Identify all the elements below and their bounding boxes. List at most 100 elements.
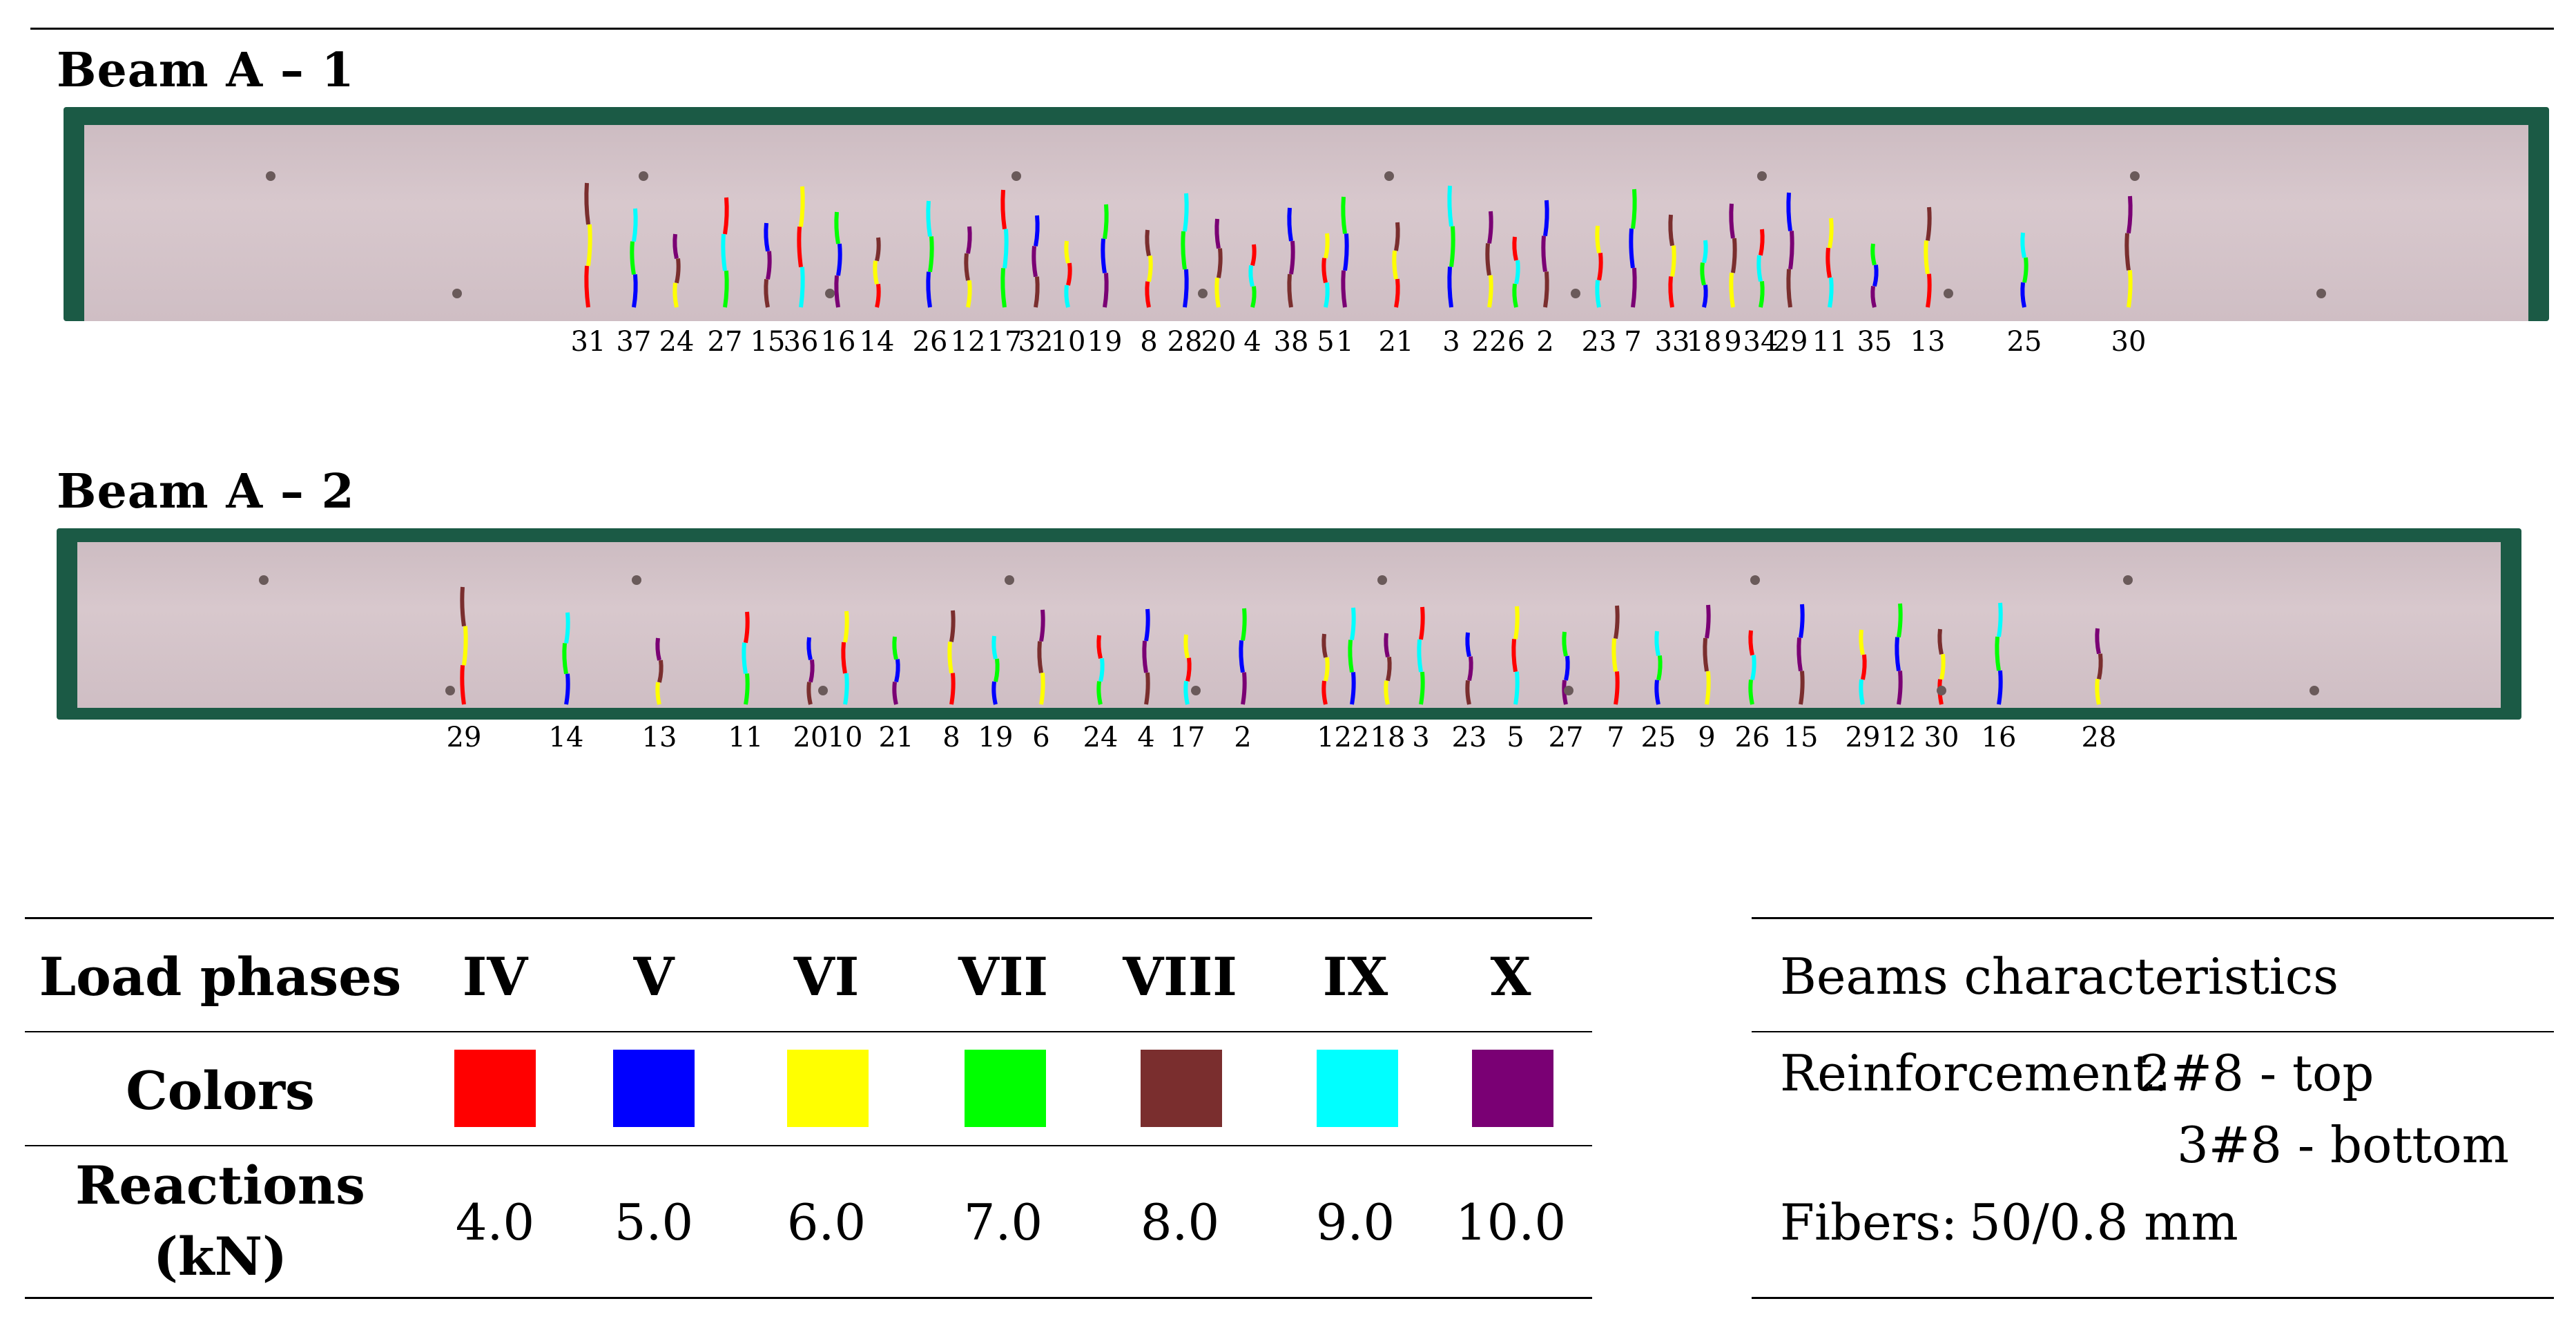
crack-number: 27 (1548, 722, 1584, 753)
anchor-dot (1750, 575, 1760, 585)
crack-segment (632, 274, 638, 308)
crack-segment (1101, 238, 1107, 273)
crack-segment (2020, 282, 2026, 308)
anchor-dot (1937, 686, 1946, 695)
crack-segment (1788, 231, 1794, 270)
crack-segment (836, 243, 842, 276)
crack-segment (1511, 639, 1518, 673)
crack-segment (1289, 240, 1295, 275)
crack-segment (1287, 273, 1293, 308)
crack-segment (1064, 285, 1070, 308)
anchor-dot (1564, 686, 1573, 695)
anchor-dot (2309, 686, 2319, 695)
crack-segment (806, 682, 813, 705)
anchor-dot (1384, 171, 1394, 181)
crack-segment (1485, 243, 1491, 276)
crack-segment (1668, 214, 1674, 247)
crack-number: 18 (1686, 326, 1722, 358)
crack-segment (744, 673, 750, 705)
legend-mid-rule-1 (25, 1031, 1592, 1032)
crack-segment (1034, 215, 1040, 247)
crack-segment (562, 643, 568, 675)
crack-segment (1394, 278, 1400, 308)
colors-label: Colors (126, 1060, 315, 1121)
crack-number: 22 (1334, 722, 1370, 753)
crack-segment (1144, 608, 1150, 642)
crack-segment (1614, 671, 1620, 705)
crack-segment (1859, 679, 1865, 705)
crack-number: 19 (978, 722, 1014, 753)
crack-segment (1185, 657, 1192, 682)
crack-number: 33 (1654, 326, 1690, 358)
crack-segment (1145, 229, 1151, 256)
crack-segment (949, 610, 956, 642)
crack-number: 24 (1083, 722, 1118, 753)
crack-segment (1750, 655, 1756, 680)
crack-segment (2097, 653, 2103, 680)
beam-a1-photo (64, 107, 2549, 321)
crack-segment (1181, 231, 1187, 270)
phase-ix-swatch (1317, 1050, 1398, 1127)
crack-segment (630, 241, 636, 275)
crack-segment (655, 682, 661, 705)
crack-segment (564, 673, 570, 705)
crack-number: 21 (878, 722, 914, 753)
crack-segment (1828, 218, 1834, 249)
crack-segment (2022, 257, 2028, 283)
crack-number: 38 (1273, 326, 1309, 358)
anchor-dot (2316, 289, 2326, 298)
crack-number: 13 (641, 722, 677, 753)
crack-segment (926, 271, 932, 308)
crack-segment (991, 635, 998, 660)
crack-segment (1034, 276, 1040, 308)
crack-number: 1 (1317, 722, 1335, 753)
fibers-value: 50/0.8 mm (1969, 1193, 2238, 1251)
crack-number: 13 (1910, 326, 1946, 358)
anchor-dot (452, 289, 462, 298)
crack-segment (1250, 286, 1257, 308)
crack-segment (1447, 185, 1453, 227)
crack-segment (1731, 238, 1737, 273)
crack-segment (1705, 604, 1711, 639)
crack-segment (1144, 672, 1150, 705)
anchor-dot (1571, 289, 1580, 298)
chars-title: Beams characteristics (1780, 947, 2339, 1005)
reactions-unit: (kN) (153, 1226, 288, 1287)
crack-segment (2127, 270, 2133, 308)
beam-a2-cracks (259, 575, 2319, 705)
crack-segment (1465, 680, 1471, 705)
crack-segment (1748, 630, 1754, 656)
crack-segment (764, 279, 770, 308)
crack-segment (1096, 681, 1103, 705)
phase-ix-reaction: 9.0 (1315, 1193, 1395, 1251)
crack-segment (1217, 248, 1223, 278)
crack-segment (808, 659, 815, 683)
crack-number: 25 (2006, 326, 2042, 358)
crack-segment (1324, 282, 1330, 308)
crack-number: 10 (1050, 326, 1086, 358)
anchor-dot (2123, 575, 2133, 585)
crack-number: 7 (1607, 722, 1625, 753)
crack-segment (991, 681, 998, 705)
crack-segment (1066, 262, 1072, 286)
crack-number: 4 (1137, 722, 1155, 753)
crack-segment (1241, 608, 1247, 641)
crack-number: 30 (2111, 326, 2147, 358)
anchor-dot (1191, 686, 1201, 695)
crack-segment (1564, 655, 1570, 681)
crack-segment (1248, 264, 1255, 287)
beam-a1-title: Beam A – 1 (57, 43, 355, 98)
crack-segment (964, 253, 970, 281)
crack-segment (1037, 641, 1043, 673)
crack-segment (721, 233, 727, 271)
crack-segment (1939, 654, 1946, 680)
phase-v-reaction: 5.0 (614, 1193, 694, 1251)
crack-segment (834, 211, 840, 244)
crack-segment (1656, 655, 1663, 681)
legend-bottom-rule (25, 1297, 1592, 1299)
crack-segment (460, 665, 466, 705)
crack-number: 6 (1507, 326, 1525, 358)
crack-segment (655, 637, 661, 661)
crack-segment (1341, 270, 1347, 308)
crack-number: 11 (728, 722, 764, 753)
